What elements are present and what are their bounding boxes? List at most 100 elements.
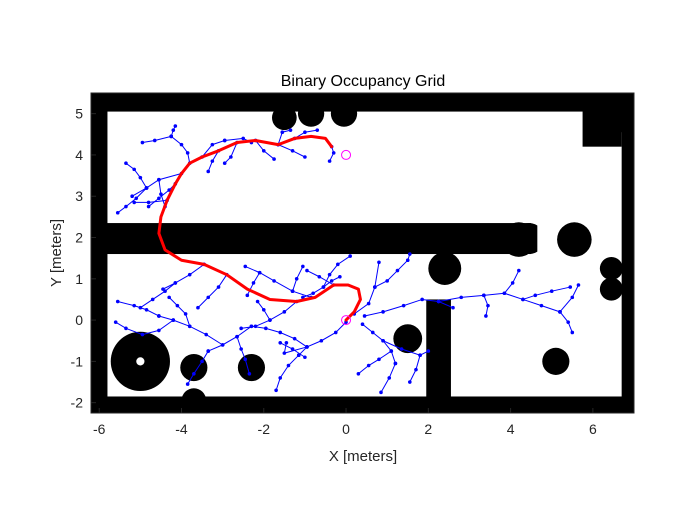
- tree-node: [333, 330, 338, 335]
- tree-node: [239, 347, 243, 351]
- obstacle-circle: [599, 256, 623, 281]
- tree-node: [206, 349, 211, 353]
- tree-node: [336, 262, 340, 267]
- tree-branch: [522, 286, 571, 300]
- tree-node: [290, 289, 295, 293]
- tree-node: [484, 314, 488, 318]
- tree-node: [239, 326, 243, 331]
- tree-branch: [353, 262, 380, 315]
- tree-node: [187, 272, 192, 277]
- x-axis-label: X [meters]: [329, 448, 397, 465]
- tree-branch: [197, 274, 228, 309]
- tree-node: [167, 295, 171, 300]
- tree-node: [124, 204, 128, 209]
- tree-node: [272, 279, 276, 283]
- tree-node: [305, 268, 309, 273]
- obstacle-circle: [330, 100, 358, 127]
- tree-node: [229, 155, 233, 159]
- tree-node: [132, 167, 136, 172]
- tree-node: [157, 328, 161, 333]
- tree-node: [418, 353, 422, 357]
- tree-node: [294, 277, 299, 281]
- tree-node: [486, 303, 490, 308]
- obstacle-circle: [542, 347, 570, 375]
- y-axis-label: Y [meters]: [48, 219, 65, 287]
- tree-node: [292, 336, 297, 341]
- chart-title: Binary Occupancy Grid: [281, 73, 446, 90]
- tree-node: [255, 299, 260, 304]
- y-tick-label: 4: [75, 147, 83, 163]
- tree-node: [257, 270, 262, 275]
- obstacle-circle: [272, 105, 297, 131]
- tree-node: [167, 188, 171, 192]
- tree-node: [144, 186, 149, 190]
- tree-node: [196, 305, 200, 310]
- tree-node: [251, 281, 256, 285]
- tree-node: [381, 338, 385, 343]
- tree-node: [329, 279, 334, 283]
- tree-node: [282, 310, 287, 314]
- tree-branch: [358, 350, 392, 375]
- tree-node: [113, 320, 118, 324]
- tree-node: [171, 128, 176, 132]
- tree-node: [482, 293, 486, 298]
- tree-node: [130, 194, 134, 199]
- x-tick-label: 0: [342, 421, 350, 437]
- tree-node: [366, 363, 371, 368]
- tree-node: [401, 303, 406, 308]
- tree-node: [173, 281, 178, 285]
- x-tick-label: -4: [175, 421, 188, 437]
- tree-node: [235, 334, 239, 339]
- tree-node: [284, 341, 289, 345]
- tree-branch: [275, 354, 300, 391]
- start-marker: [341, 315, 352, 326]
- tree-node: [268, 318, 272, 322]
- y-tick-label: -2: [71, 395, 84, 411]
- tree-node: [539, 303, 544, 308]
- tree-node: [393, 361, 398, 366]
- tree-node: [210, 159, 215, 163]
- tree-node: [261, 149, 266, 153]
- tree-node: [179, 142, 184, 147]
- tree-node: [321, 285, 326, 289]
- obstacle-rect: [621, 93, 634, 413]
- tree-node: [521, 297, 525, 302]
- tree-node: [387, 376, 392, 380]
- tree-node: [290, 149, 295, 153]
- tree-node: [157, 314, 161, 318]
- tree-node: [253, 324, 258, 329]
- tree-node: [377, 260, 381, 265]
- tree-node: [146, 200, 151, 205]
- obstacle-rect: [91, 93, 634, 112]
- tree-node: [570, 295, 575, 300]
- free-spot: [136, 357, 145, 366]
- tree-node: [301, 264, 305, 269]
- tree-node: [204, 332, 208, 337]
- tree-node: [187, 324, 192, 329]
- tree-node: [510, 281, 515, 285]
- tree-node: [305, 345, 309, 349]
- tree-node: [373, 285, 377, 289]
- tree-node: [290, 347, 295, 351]
- tree-node: [157, 177, 161, 182]
- tree-branch: [236, 336, 250, 374]
- tree-node: [124, 161, 128, 165]
- wall-gap: [537, 223, 554, 255]
- tree-branch: [131, 173, 182, 197]
- axes: -6 -4 -2 0 2 4 6 -2 -1 0 1 2 3 4 5: [71, 92, 635, 437]
- tree-node: [264, 326, 268, 331]
- tree-branch: [364, 298, 454, 317]
- tree-node: [206, 169, 211, 174]
- planned-path: [157, 134, 362, 322]
- tree-node: [566, 320, 570, 324]
- tree-node: [183, 312, 188, 316]
- tree-node: [286, 363, 291, 368]
- tree-node: [272, 157, 276, 161]
- tree-node: [356, 371, 361, 376]
- obstacle-circle: [180, 354, 208, 382]
- plot-area: [91, 93, 634, 413]
- tree-node: [395, 268, 400, 273]
- tree-node: [420, 297, 424, 302]
- tree-node: [241, 136, 246, 141]
- tree-branch: [170, 135, 191, 164]
